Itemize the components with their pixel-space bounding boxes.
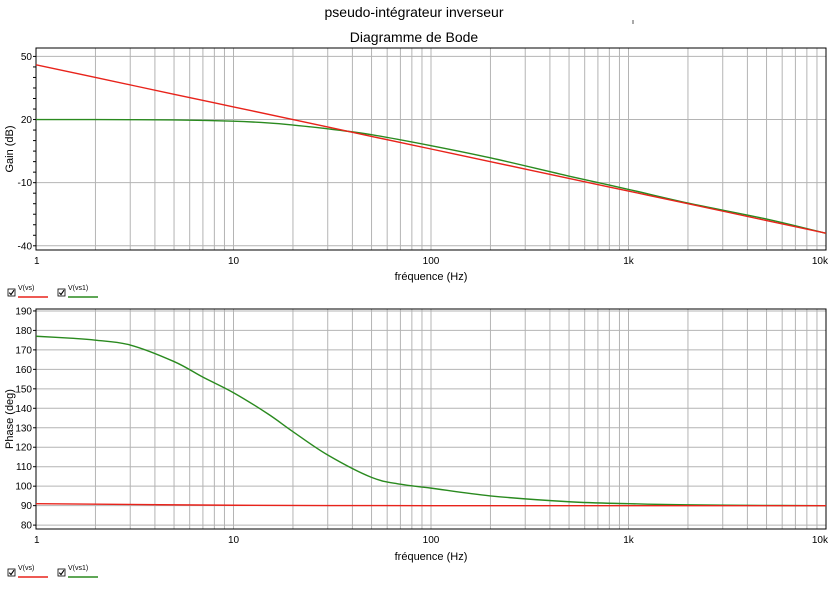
chart-subtitle: Diagramme de Bode: [350, 29, 479, 45]
plot-frame: [35, 308, 827, 530]
x-tick-label: 100: [423, 256, 440, 267]
x-tick-label: 1k: [623, 256, 635, 267]
legend-item: V(vs1): [57, 565, 98, 578]
y-tick-label: -40: [18, 241, 33, 252]
legend-item: V(vs): [7, 285, 48, 298]
x-tick-label: 10k: [812, 535, 829, 546]
plot-panel-gain: 50 20 -10 -401 10 100 1k 10k fréquence (Hz) Gain …: [4, 47, 829, 298]
check-icon: [58, 289, 65, 296]
x-axis-label: fréquence (Hz): [395, 551, 468, 563]
chart-title: pseudo-intégrateur inverseur: [325, 4, 504, 20]
y-tick-label: 170: [15, 345, 32, 356]
y-tick-label: 80: [21, 521, 33, 532]
check-icon: [58, 569, 65, 576]
legend-label: V(vs1): [68, 285, 88, 292]
series-line-vvs1: [36, 118, 826, 235]
legend-checkbox: [7, 568, 16, 577]
x-tick-label: 10k: [812, 256, 829, 267]
y-tick-label: 90: [21, 501, 33, 512]
y-tick-label: 100: [15, 482, 32, 493]
legend-checkbox: [57, 568, 66, 577]
plot-frame: [35, 47, 827, 251]
x-tick-label: 100: [423, 535, 440, 546]
x-tick-label: 1: [34, 256, 40, 267]
y-tick-label: 20: [21, 115, 33, 126]
series-line-vvs: [36, 64, 826, 234]
x-tick-label: 10: [228, 535, 240, 546]
y-axis-label: Gain (dB): [4, 125, 16, 172]
x-tick-label: 10: [228, 256, 240, 267]
legend-checkbox: [57, 288, 66, 297]
check-icon: [8, 569, 15, 576]
series-line-vvs1: [36, 335, 826, 507]
legend-item: V(vs1): [57, 285, 98, 298]
legend-label: V(vs): [18, 565, 34, 572]
y-tick-label: 180: [15, 326, 32, 337]
y-tick-label: 50: [21, 52, 33, 63]
y-tick-label: 130: [15, 423, 32, 434]
series-line-vvs: [36, 502, 826, 507]
legend-item: V(vs): [7, 565, 48, 578]
y-tick-label: 190: [15, 306, 32, 317]
x-tick-label: 1k: [623, 535, 635, 546]
y-tick-label: 110: [16, 462, 32, 473]
x-tick-label: 1: [34, 535, 40, 546]
x-axis-label: fréquence (Hz): [395, 271, 468, 283]
y-tick-label: 160: [15, 365, 32, 376]
check-icon: [8, 289, 15, 296]
y-tick-label: 140: [15, 404, 32, 415]
y-tick-label: 150: [15, 384, 32, 395]
y-axis-label: Phase (deg): [4, 389, 16, 449]
legend-checkbox: [7, 288, 16, 297]
legend-label: V(vs1): [68, 565, 88, 572]
y-tick-label: -10: [18, 178, 33, 189]
y-tick-label: 120: [15, 443, 32, 454]
legend-label: V(vs): [18, 285, 34, 292]
